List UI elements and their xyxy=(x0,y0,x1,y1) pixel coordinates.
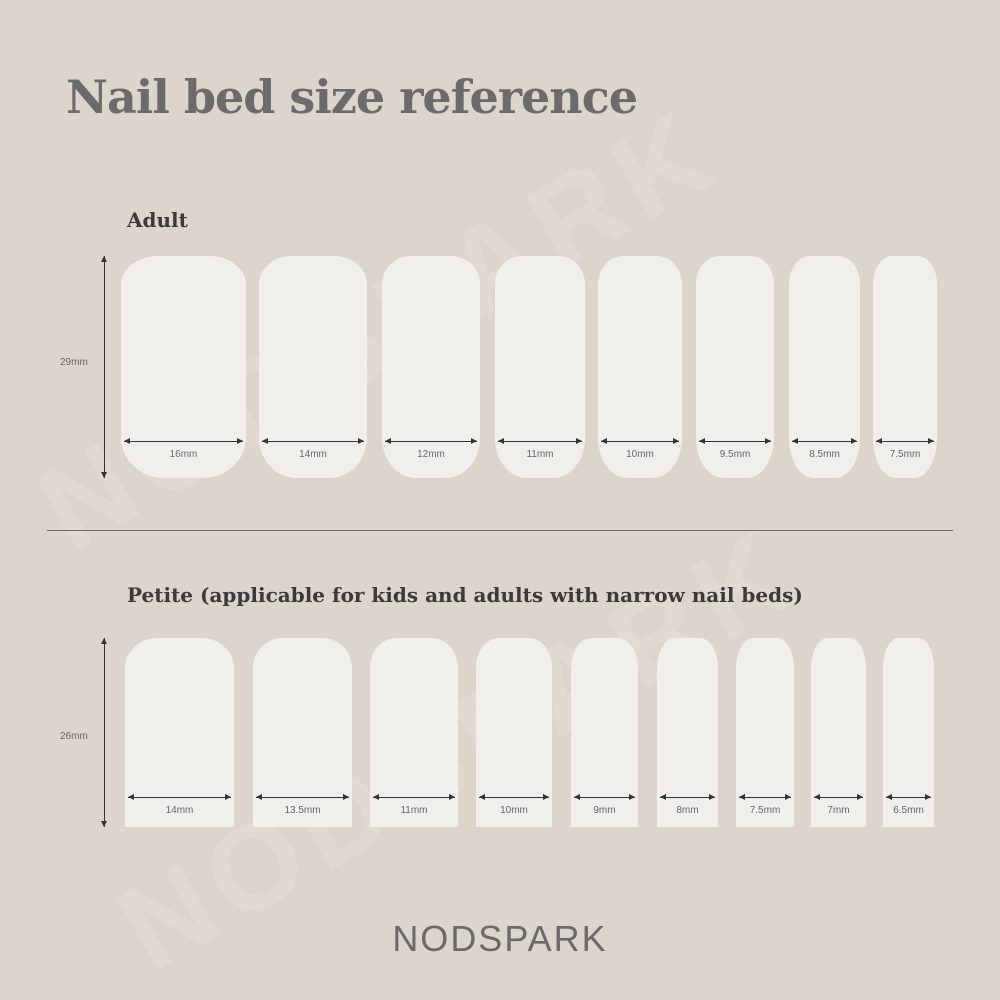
nail-shape xyxy=(598,256,682,478)
width-arrow xyxy=(876,438,934,444)
nail-shape xyxy=(736,638,794,827)
width-arrow xyxy=(739,794,791,800)
nail-shape xyxy=(657,638,718,827)
width-label: 9.5mm xyxy=(719,449,751,460)
width-arrow xyxy=(601,438,679,444)
adult-length-label: 29mm xyxy=(60,357,88,368)
nail-shape xyxy=(125,638,234,827)
width-arrow xyxy=(886,794,931,800)
width-arrow xyxy=(660,794,715,800)
nail-shape xyxy=(571,638,638,827)
nail-shape xyxy=(696,256,774,478)
nail-shape xyxy=(382,256,480,478)
width-arrow xyxy=(256,794,349,800)
width-arrow xyxy=(699,438,771,444)
width-label: 16mm xyxy=(169,449,198,460)
petite-heading: Petite (applicable for kids and adults w… xyxy=(127,583,803,607)
nail-shape xyxy=(495,256,585,478)
width-arrow xyxy=(373,794,455,800)
nail-shape xyxy=(873,256,937,478)
adult-heading: Adult xyxy=(127,208,188,232)
width-label: 10mm xyxy=(500,805,528,816)
width-label: 12mm xyxy=(417,449,445,460)
width-label: 11mm xyxy=(400,805,428,816)
width-label: 10mm xyxy=(626,449,654,460)
width-label: 6.5mm xyxy=(893,805,924,816)
width-label: 7.5mm xyxy=(889,449,921,460)
width-label: 7mm xyxy=(827,805,850,816)
width-arrow xyxy=(262,438,364,444)
page-title: Nail bed size reference xyxy=(66,70,638,124)
petite-length-arrow xyxy=(101,638,107,827)
nail-shape xyxy=(370,638,458,827)
width-arrow xyxy=(814,794,863,800)
width-label: 11mm xyxy=(526,449,554,460)
width-arrow xyxy=(128,794,231,800)
width-arrow xyxy=(124,438,243,444)
adult-length-arrow xyxy=(101,256,107,478)
width-label: 14mm xyxy=(165,805,194,816)
nail-shape xyxy=(259,256,367,478)
nail-shape xyxy=(476,638,552,827)
nail-shape xyxy=(789,256,860,478)
width-arrow xyxy=(498,438,582,444)
brand-logo: NODSPARK xyxy=(392,918,608,959)
width-arrow xyxy=(479,794,549,800)
width-label: 8mm xyxy=(676,805,699,816)
nail-shape xyxy=(253,638,352,827)
width-arrow xyxy=(792,438,857,444)
divider xyxy=(47,530,953,531)
width-label: 13.5mm xyxy=(284,805,321,816)
nail-shape xyxy=(811,638,866,827)
width-label: 9mm xyxy=(593,805,616,816)
width-label: 14mm xyxy=(299,449,327,460)
petite-length-label: 26mm xyxy=(60,731,88,742)
width-arrow xyxy=(574,794,635,800)
width-label: 8.5mm xyxy=(809,449,840,460)
nail-shape xyxy=(121,256,246,478)
width-arrow xyxy=(385,438,477,444)
width-label: 7.5mm xyxy=(749,805,781,816)
